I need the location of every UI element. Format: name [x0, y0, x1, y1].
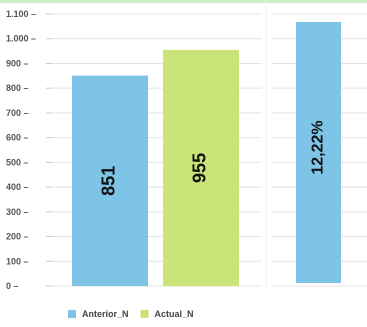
- top-accent-strip: [0, 0, 367, 3]
- legend-swatch: [140, 310, 149, 318]
- y-tick-label: 200 –: [6, 232, 29, 242]
- bar-data-label: 851: [99, 166, 119, 196]
- y-tick-label: 100 –: [6, 256, 29, 266]
- y-tick-label: 0 –: [6, 281, 19, 291]
- y-tick-label: 500 –: [6, 157, 29, 167]
- bar-data-label: 955: [190, 153, 210, 183]
- y-tick-label: 300 –: [6, 207, 29, 217]
- bar-data-label: 12,22%: [310, 120, 327, 174]
- y-tick-label: 1.100 –: [6, 9, 36, 19]
- y-tick-label: 1.000 –: [6, 34, 36, 44]
- legend-label: Anterior_N: [82, 309, 129, 319]
- legend-swatch: [68, 310, 76, 318]
- y-tick-label: 400 –: [6, 182, 29, 192]
- y-tick-label: 800 –: [6, 83, 29, 93]
- y-tick-label: 900 –: [6, 58, 29, 68]
- bar-anterior-n: [72, 75, 148, 286]
- legend-label: Actual_N: [155, 309, 194, 319]
- y-tick-label: 600 –: [6, 133, 29, 143]
- bar-actual-n: [163, 49, 239, 286]
- y-tick-label: 700 –: [6, 108, 29, 118]
- bar-percentage: [296, 22, 341, 283]
